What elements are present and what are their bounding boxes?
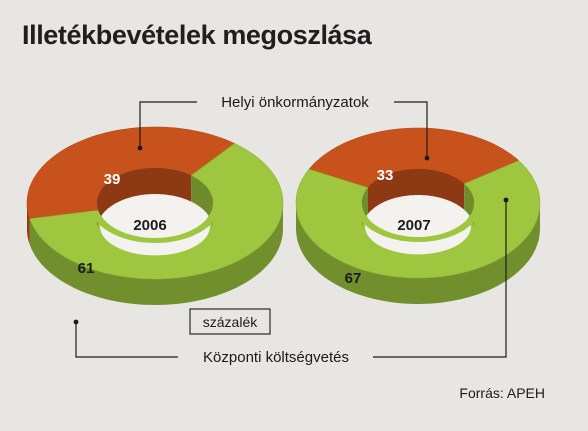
slice-inner-rim xyxy=(90,203,222,243)
hole-floor xyxy=(365,198,471,255)
chart-title: Illetékbevételek megoszlása xyxy=(22,20,372,50)
leader-line-kozponti-2007 xyxy=(373,200,507,358)
legend-kozponti: Központi költségvetés xyxy=(203,349,349,366)
leader-line-helyi-2006 xyxy=(139,101,197,148)
leader-dot xyxy=(73,319,79,325)
year-label-2007: 2007 xyxy=(397,217,430,234)
leader-line-helyi-2007 xyxy=(394,101,428,158)
inner-wall-Központi költségvetés xyxy=(191,175,213,229)
leader-dot xyxy=(424,155,430,161)
leader-dot xyxy=(137,145,143,151)
source-label: Forrás: APEH xyxy=(459,385,545,401)
hole-floor xyxy=(100,197,210,256)
data-label-2006-helyi: 39 xyxy=(104,171,121,188)
outer-wall-Helyi önkormányzatok xyxy=(27,203,30,245)
unit-label: százalék xyxy=(203,314,258,330)
slice-inner-rim xyxy=(354,203,482,242)
data-label-2007-kozponti: 67 xyxy=(345,270,362,287)
donut-2006: 2006 39 61 xyxy=(26,126,284,305)
inner-wall-Helyi önkormányzatok xyxy=(368,169,465,214)
leader-dot xyxy=(503,197,509,203)
data-label-2007-helyi: 33 xyxy=(377,167,394,184)
outer-wall-Központi költségvetés xyxy=(29,203,283,305)
legend-helyi: Helyi önkormányzatok xyxy=(221,94,369,111)
donut-2007: 2007 33 67 xyxy=(295,127,541,304)
year-label-2006: 2006 xyxy=(133,217,166,234)
slice-inner-rim xyxy=(89,203,99,212)
data-label-2006-kozponti: 61 xyxy=(78,260,95,277)
leader-line-kozponti-2006 xyxy=(75,322,178,358)
outer-wall-Központi költségvetés xyxy=(296,203,540,304)
inner-wall-Helyi önkormányzatok xyxy=(97,168,192,229)
unit-box xyxy=(189,308,271,335)
